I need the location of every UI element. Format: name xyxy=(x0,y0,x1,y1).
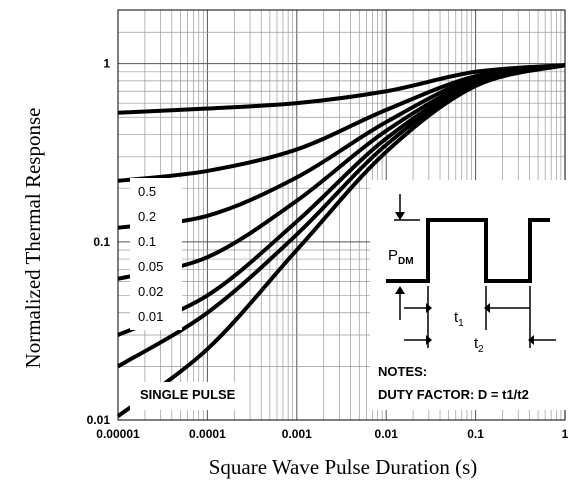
x-tick-label: 0.1 xyxy=(467,427,484,441)
pulse-diagram: PDM t1 t2 xyxy=(386,194,556,355)
legend-item-0.02: 0.02 xyxy=(138,284,164,299)
t2-arrowhead-right xyxy=(528,335,534,345)
series-line-0.5 xyxy=(117,63,566,115)
y-axis-label: Normalized Thermal Response xyxy=(21,107,45,369)
t2-arrowhead-left xyxy=(426,335,432,345)
legend-item-0.01: 0.01 xyxy=(138,309,164,324)
series-lines xyxy=(116,63,566,418)
y-tick-label: 0.01 xyxy=(87,413,111,427)
notes-title: NOTES: xyxy=(378,364,428,379)
duty-cycle-inset: PDM t1 t2 NOTES: DUTY FACTOR: D = t1/t2 xyxy=(370,180,566,410)
t1-arrowhead-left xyxy=(426,303,432,313)
series-line-0.1 xyxy=(117,63,566,230)
x-axis-label: Square Wave Pulse Duration (s) xyxy=(208,455,478,479)
duty-factor-note: DUTY FACTOR: D = t1/t2 xyxy=(378,387,529,402)
axes: 0.00001 0.0001 0.001 0.01 0.1 1 0.01 0.1 1 xyxy=(87,9,568,441)
pdm-arrowhead-bottom xyxy=(395,286,405,294)
t1-label: t1 xyxy=(454,309,464,329)
x-tick-label: 0.01 xyxy=(375,427,399,441)
pulse-waveform xyxy=(386,218,550,283)
pdm-arrowhead-top xyxy=(395,212,405,220)
single-pulse-label-box: SINGLE PULSE xyxy=(130,382,240,410)
legend-item-0.1: 0.1 xyxy=(138,234,157,249)
t2-label: t2 xyxy=(474,335,484,355)
x-tick-label: 0.0001 xyxy=(189,427,226,441)
y-tick-label: 0.1 xyxy=(93,235,110,249)
single-pulse-label: SINGLE PULSE xyxy=(140,387,236,402)
series-line-single-pulse xyxy=(116,63,566,418)
t1-arrowhead-right xyxy=(484,303,490,313)
x-tick-label: 0.00001 xyxy=(96,427,140,441)
legend: 0.5 0.2 0.1 0.05 0.02 0.01 xyxy=(130,178,182,330)
x-tick-label: 0.001 xyxy=(282,427,312,441)
pdm-label: PDM xyxy=(388,247,414,267)
legend-item-0.05: 0.05 xyxy=(138,259,164,274)
x-tick-label: 1 xyxy=(562,427,568,441)
y-tick-label: 1 xyxy=(103,57,110,71)
legend-item-0.2: 0.2 xyxy=(138,209,157,224)
legend-item-0.5: 0.5 xyxy=(138,184,157,199)
